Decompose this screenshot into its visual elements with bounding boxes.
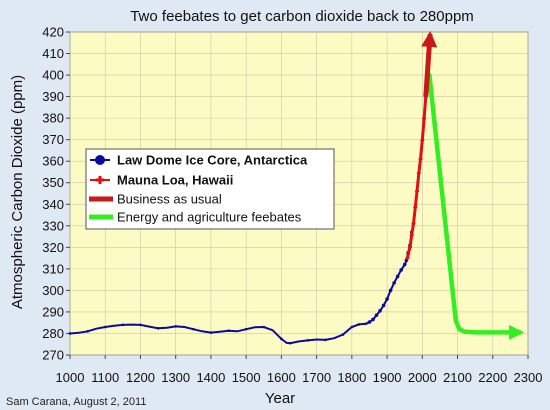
legend-marker-mauna-loa <box>96 176 104 184</box>
y-tick-label: 290 <box>42 304 64 319</box>
legend-item-feebates: Energy and agriculture feebates <box>89 210 302 225</box>
data-point <box>407 245 412 250</box>
data-point <box>139 323 142 327</box>
x-axis: 1000 1100 1200 1300 1400 1500 1600 1700 1800 1900… <box>56 355 543 385</box>
data-point <box>68 332 72 335</box>
x-axis-label: Year <box>265 390 295 407</box>
y-tick-label: 330 <box>42 218 64 233</box>
data-point <box>306 339 310 342</box>
x-tick-label: 1900 <box>373 370 402 385</box>
legend-item-law-dome: Law Dome Ice Core, Antarctica <box>90 153 308 168</box>
series-line-business-as-usual <box>421 31 438 97</box>
x-tick-label: 1400 <box>196 370 225 385</box>
y-tick-label: 390 <box>42 89 64 104</box>
legend-item-business-as-usual: Business as usual <box>89 192 222 207</box>
data-point <box>350 325 354 329</box>
x-tick-label: 1600 <box>267 370 296 385</box>
data-point <box>227 329 230 332</box>
x-tick-label: 1500 <box>232 370 261 385</box>
data-point <box>411 221 416 226</box>
y-tick-label: 380 <box>42 111 64 126</box>
data-point <box>86 330 89 333</box>
x-tick-label: 1100 <box>91 370 119 385</box>
data-point <box>418 157 423 162</box>
data-point <box>209 331 213 334</box>
data-point <box>406 252 411 257</box>
y-tick-label: 420 <box>42 25 64 40</box>
data-point <box>367 320 372 324</box>
y-tick-label: 340 <box>42 197 64 212</box>
data-point <box>385 297 389 301</box>
data-point <box>420 138 425 143</box>
y-tick-label: 370 <box>42 132 64 147</box>
data-point <box>416 171 421 176</box>
y-axis-label: Atmospheric Carbon Dioxide (ppm) <box>9 75 26 309</box>
data-point <box>174 325 177 328</box>
data-point <box>378 309 382 313</box>
x-tick-label: 2300 <box>514 370 543 385</box>
x-tick-label: 1300 <box>161 370 190 385</box>
series-mauna-loa-hawaii <box>405 94 428 261</box>
data-point <box>121 323 125 327</box>
data-point <box>103 325 107 329</box>
legend-label-feebates: Energy and agriculture feebates <box>117 210 302 225</box>
y-axis: 270 280 290 300 310 320 330 340 350 360 370 380 390 4… <box>42 25 70 363</box>
x-tick-label: 1700 <box>302 370 331 385</box>
y-tick-label: 410 <box>42 46 64 61</box>
data-point <box>288 341 292 345</box>
y-tick-label: 310 <box>42 261 64 276</box>
data-point <box>402 262 407 267</box>
legend-item-mauna-loa: Mauna Loa, Hawaii <box>90 173 233 188</box>
x-tick-label: 2200 <box>478 370 507 385</box>
data-point <box>415 189 420 194</box>
data-point <box>156 326 160 330</box>
data-point <box>399 268 403 272</box>
data-point <box>374 313 379 317</box>
y-tick-label: 350 <box>42 175 64 190</box>
y-tick-label: 400 <box>42 68 64 83</box>
data-point <box>388 288 393 293</box>
y-tick-label: 280 <box>42 326 64 341</box>
data-point <box>192 327 195 331</box>
y-tick-label: 270 <box>42 348 64 363</box>
legend-marker-law-dome <box>95 155 105 165</box>
data-point <box>392 281 396 285</box>
data-point <box>262 325 266 329</box>
data-point <box>371 317 375 322</box>
legend: Law Dome Ice Core, Antarctica Mauna Loa,… <box>85 148 335 230</box>
data-point <box>422 116 427 121</box>
x-tick-label: 2000 <box>408 370 437 385</box>
x-tick-label: 1200 <box>126 370 155 385</box>
series-business-as-usual <box>421 31 438 97</box>
data-point <box>357 323 361 326</box>
legend-box <box>85 148 335 230</box>
data-point <box>409 233 414 238</box>
series-layer <box>68 31 525 345</box>
legend-label-business-as-usual: Business as usual <box>117 192 222 207</box>
series-line-law-dome-ice-core-antarctica <box>69 232 413 345</box>
data-point <box>395 274 400 279</box>
data-point <box>381 303 386 308</box>
data-point <box>405 256 410 261</box>
legend-label-mauna-loa: Mauna Loa, Hawaii <box>117 173 233 188</box>
data-point <box>413 205 418 210</box>
data-point <box>280 337 283 341</box>
chart-title: Two feebates to get carbon dioxide back … <box>130 8 474 25</box>
data-point <box>341 333 345 336</box>
data-point <box>324 338 327 342</box>
legend-label-law-dome: Law Dome Ice Core, Antarctica <box>117 153 308 168</box>
y-tick-label: 320 <box>42 240 64 255</box>
data-point <box>364 322 368 326</box>
x-tick-label: 1800 <box>337 370 366 385</box>
y-tick-label: 360 <box>42 154 64 169</box>
x-tick-label: 1000 <box>56 370 85 385</box>
credit: Sam Carana, August 2, 2011 <box>6 396 146 408</box>
data-point <box>244 327 248 331</box>
y-tick-label: 300 <box>42 283 64 298</box>
x-tick-label: 2100 <box>443 370 472 385</box>
